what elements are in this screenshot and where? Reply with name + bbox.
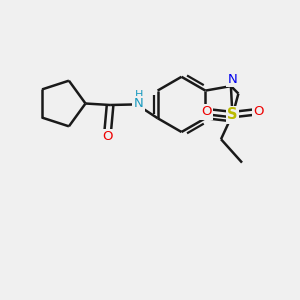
Text: S: S (227, 107, 238, 122)
Text: O: O (201, 105, 211, 119)
Text: O: O (102, 130, 113, 143)
Text: N: N (227, 73, 237, 86)
Text: H: H (134, 90, 143, 100)
Text: O: O (254, 105, 264, 119)
Text: N: N (134, 97, 143, 110)
